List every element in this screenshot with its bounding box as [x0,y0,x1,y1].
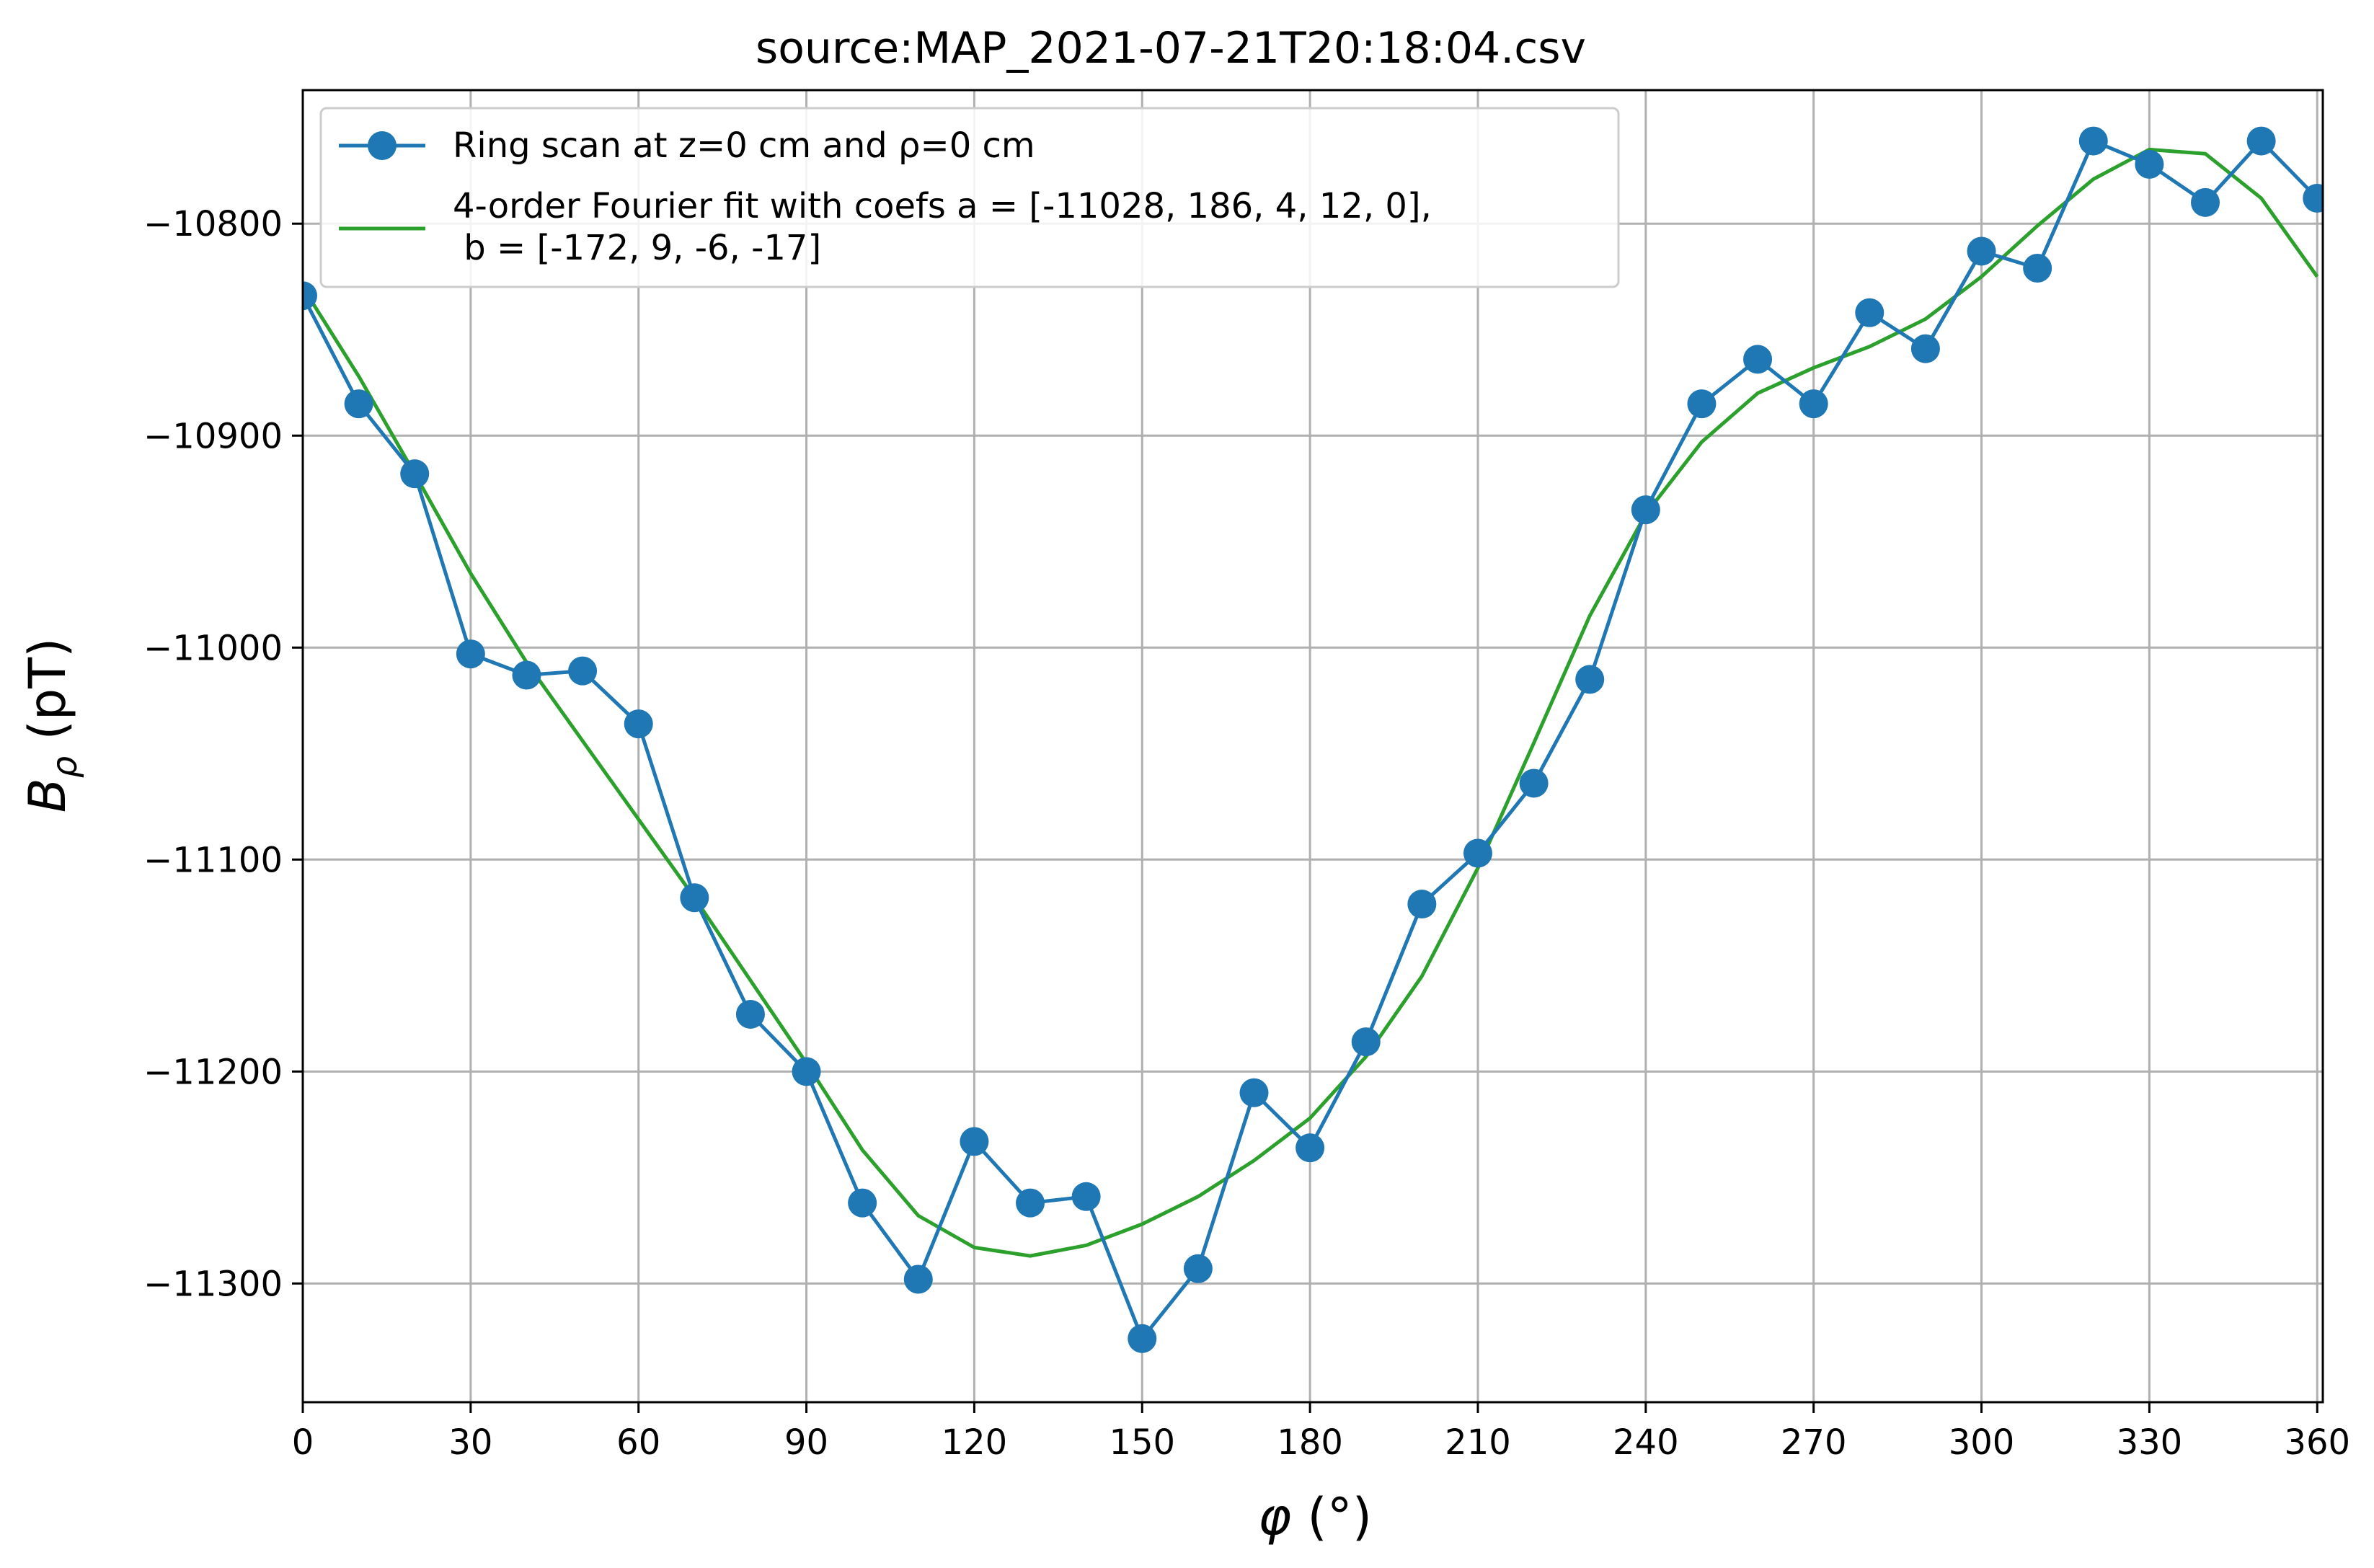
data-point [1687,389,1717,419]
y-tick-label: −10900 [143,416,283,456]
data-point [624,709,653,739]
x-tick-label: 60 [616,1422,660,1463]
data-point [848,1188,877,1218]
axis-ticks: 0 30 60 90 120 150 180 210 240 270 300 330 360 −10800… [143,204,2350,1463]
legend-label-0: Ring scan at z=0 cm and ρ=0 cm [453,125,1035,166]
data-point [792,1057,821,1086]
legend-box [319,107,1620,288]
x-tick-label: 120 [942,1422,1008,1463]
x-tick-label: 0 [292,1422,314,1463]
y-tick-label: −11300 [143,1264,283,1304]
data-point [960,1127,989,1156]
chart-title: source:MAP_2021-07-21T20:18:04.csv [756,23,1586,74]
data-point [1183,1254,1213,1283]
svg-text:Bρ (pT): Bρ (pT) [18,638,85,813]
x-tick-label: 300 [1949,1422,2015,1463]
legend-label-1: 4-order Fourier fit with coefs a = [-110… [453,186,1432,268]
legend-marker-0 [368,131,397,160]
data-point [456,639,485,669]
y-tick-label: −11000 [143,628,283,668]
data-point [1128,1324,1157,1353]
data-point [1575,665,1605,694]
x-tick-label: 90 [784,1422,828,1463]
series-layer [303,126,2323,1353]
plot-frame [301,89,2324,1404]
data-point [1631,495,1660,525]
data-point [1295,1133,1325,1163]
y-tick-label: −11100 [143,840,283,880]
data-point [1463,838,1492,868]
data-point [2135,149,2164,179]
data-point [568,656,598,686]
data-point [1071,1182,1101,1211]
y-axis-label: Bρ (pT) [18,638,85,813]
x-tick-label: 210 [1445,1422,1511,1463]
data-point [2191,187,2220,217]
data-point [1743,345,1773,374]
x-tick-label: 240 [1613,1422,1679,1463]
data-point [1910,334,1940,363]
legend: Ring scan at z=0 cm and ρ=0 cm 4-order Fo… [319,107,1620,288]
x-tick-label: 330 [2117,1422,2183,1463]
x-tick-label: 360 [2284,1422,2350,1463]
data-point [1351,1027,1381,1057]
series-line-1 [303,147,2319,1258]
data-point [2078,126,2108,156]
data-point [1016,1188,1045,1218]
data-point [1239,1078,1269,1107]
data-point [512,660,541,690]
x-tick-label: 30 [448,1422,492,1463]
data-point [2023,253,2052,283]
data-point [1519,769,1549,798]
data-point [735,999,765,1029]
data-point [1967,236,1996,266]
data-point [2303,183,2323,213]
x-tick-label: 150 [1109,1422,1175,1463]
x-tick-label: 270 [1781,1422,1847,1463]
x-tick-label: 180 [1277,1422,1343,1463]
data-point [1799,389,1828,419]
data-point [903,1264,933,1294]
data-point [680,883,709,913]
y-tick-label: −11200 [143,1052,283,1092]
y-tick-label: −10800 [143,204,283,244]
data-point [2246,126,2276,156]
data-point [344,389,373,419]
data-point [1407,890,1437,919]
data-point [303,281,317,311]
x-axis-label: φ (°) [1258,1487,1372,1546]
data-point [400,459,430,489]
data-point [1855,298,1884,327]
